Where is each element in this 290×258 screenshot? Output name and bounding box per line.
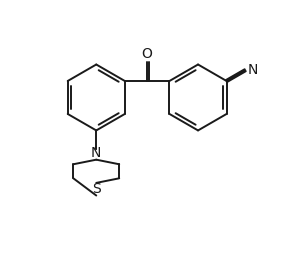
Text: O: O <box>142 47 153 61</box>
Text: S: S <box>92 182 101 196</box>
Text: N: N <box>91 146 102 160</box>
Text: N: N <box>247 63 258 77</box>
